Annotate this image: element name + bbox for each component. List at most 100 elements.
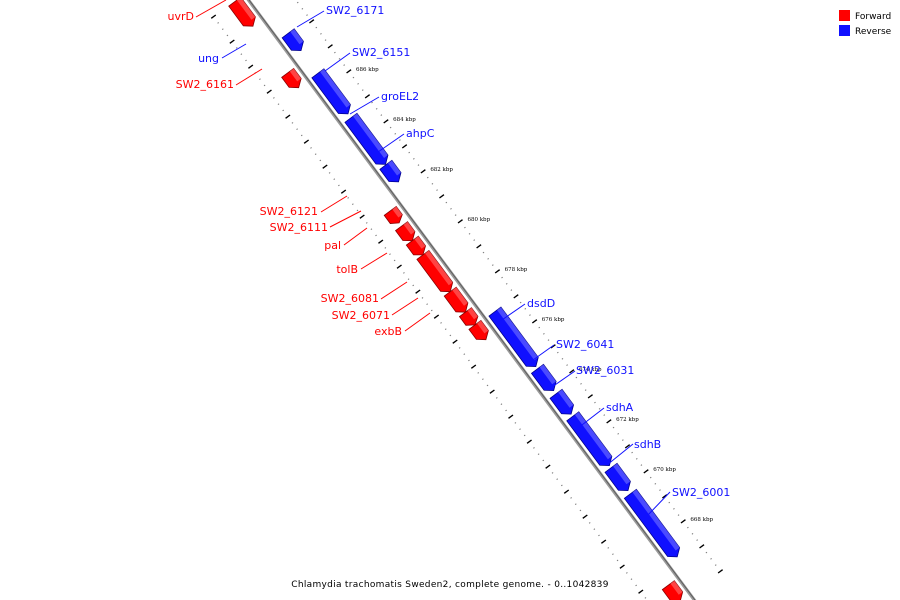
gene-sw2-6071[interactable] <box>458 307 479 326</box>
gene-label[interactable]: SW2_6081 <box>321 292 379 305</box>
gene-tolb[interactable] <box>416 249 454 293</box>
gene-label[interactable]: SW2_6031 <box>576 364 634 377</box>
tick-mark <box>533 447 535 449</box>
gene-label[interactable]: SW2_6041 <box>556 338 614 351</box>
tick-mark <box>396 264 402 269</box>
gene-label[interactable]: SW2_6121 <box>260 205 318 218</box>
gene-label-leader <box>606 443 634 466</box>
legend-reverse-label: Reverse <box>855 27 892 37</box>
tick-mark <box>505 409 507 412</box>
gene-sw2-6001[interactable] <box>623 488 681 558</box>
gene-label[interactable]: tolB <box>336 263 358 276</box>
tick-mark <box>710 558 712 560</box>
gene-dsdd[interactable] <box>488 306 539 368</box>
tick-mark <box>643 469 649 474</box>
gene-arrow-highlight <box>632 489 680 551</box>
tick-mark <box>310 147 312 149</box>
gene-label[interactable]: sdhA <box>606 401 634 414</box>
tick-mark <box>661 494 668 499</box>
gene-label-leader <box>195 0 227 18</box>
gene-label[interactable]: SW2_6071 <box>332 309 390 322</box>
gene-sw2-6041[interactable] <box>530 363 557 392</box>
tick-mark <box>619 564 625 569</box>
tick-mark <box>556 351 559 354</box>
tick-mark <box>327 44 333 49</box>
tick-mark <box>537 453 540 455</box>
tick-mark <box>487 258 489 260</box>
tick-mark <box>635 458 638 460</box>
tick-mark <box>617 433 620 435</box>
gene-label-leader <box>360 252 388 270</box>
tick-mark <box>277 103 280 105</box>
tick-mark <box>569 369 575 374</box>
tick-mark <box>593 528 596 530</box>
gene-label-leader <box>235 68 263 86</box>
gene-sw2-6161[interactable] <box>281 67 302 89</box>
tick-mark <box>621 439 624 441</box>
tick-mark <box>401 144 408 149</box>
tick-mark <box>303 139 310 144</box>
gene-label[interactable]: SW2_6161 <box>176 78 234 91</box>
gene-label[interactable]: SW2_6171 <box>326 4 384 17</box>
gene-label[interactable]: SW2_6151 <box>352 46 410 59</box>
gene-arrow-body <box>311 68 351 115</box>
tick-mark <box>468 359 470 362</box>
gene-label[interactable]: SW2_6001 <box>672 486 730 499</box>
tick-mark <box>328 172 331 174</box>
gene-partial-forward[interactable] <box>661 580 684 600</box>
gene-label[interactable]: ung <box>198 52 219 65</box>
tick-mark <box>640 464 643 466</box>
gene-sdhb[interactable] <box>604 462 631 492</box>
tick-mark <box>482 378 484 380</box>
tick-mark <box>495 397 498 399</box>
gene-label[interactable]: SW2_6111 <box>270 221 328 234</box>
gene-sw2-6111[interactable] <box>394 221 416 242</box>
gene-sw2-6171[interactable] <box>281 28 304 52</box>
tick-marks: 686 kbp 684 kbp 682 kbp 680 kbp 678 kbp 676 k… <box>210 1 724 599</box>
tick-mark <box>501 276 503 279</box>
tick-mark <box>346 69 352 74</box>
tick-mark <box>717 569 724 574</box>
gene-label[interactable]: uvrD <box>168 10 194 23</box>
tick-mark <box>575 376 578 379</box>
scale-tick-label: 674 kbp <box>579 367 602 373</box>
tick-mark <box>696 539 698 541</box>
tick-mark <box>463 353 466 355</box>
gene-exbb[interactable] <box>468 319 489 341</box>
tick-mark <box>513 294 519 299</box>
gene-sw2-6081[interactable] <box>443 286 469 313</box>
gene-label-leader <box>296 10 325 28</box>
tick-mark <box>221 28 224 30</box>
gene-ahpc[interactable] <box>379 159 402 183</box>
gene-label[interactable]: exbB <box>374 325 402 338</box>
scale-tick-label: 672 kbp <box>616 417 639 423</box>
gene-sw2-6031[interactable] <box>549 388 574 415</box>
tick-mark <box>547 339 550 341</box>
gene-label[interactable]: dsdD <box>527 297 555 310</box>
gene-sw2-6151[interactable] <box>311 68 351 115</box>
gene-arrow-body <box>623 488 681 558</box>
gene-uvrd[interactable] <box>228 0 256 27</box>
tick-mark <box>588 522 591 524</box>
gene-label[interactable]: groEL2 <box>381 90 419 103</box>
tick-mark <box>296 1 299 4</box>
tick-mark <box>403 272 405 274</box>
tick-mark <box>322 164 328 169</box>
gene-sw2-6121[interactable] <box>383 205 403 224</box>
gene-label-leader <box>324 52 351 72</box>
gene-arrow-body <box>488 306 539 368</box>
gene-pal[interactable] <box>405 235 426 256</box>
tick-mark <box>600 539 607 544</box>
gene-label[interactable]: sdhB <box>634 438 661 451</box>
tick-mark <box>384 247 387 249</box>
tick-mark <box>370 228 373 230</box>
tick-mark <box>226 34 229 37</box>
tick-mark <box>668 501 671 504</box>
tick-mark <box>229 39 235 44</box>
gene-label[interactable]: pal <box>324 239 341 252</box>
gene-label[interactable]: ahpC <box>406 127 435 140</box>
scale-tick-label: 678 kbp <box>505 267 528 273</box>
gene-arrow-highlight <box>392 206 403 218</box>
legend-forward-label: Forward <box>855 12 891 22</box>
tick-mark <box>500 403 503 405</box>
